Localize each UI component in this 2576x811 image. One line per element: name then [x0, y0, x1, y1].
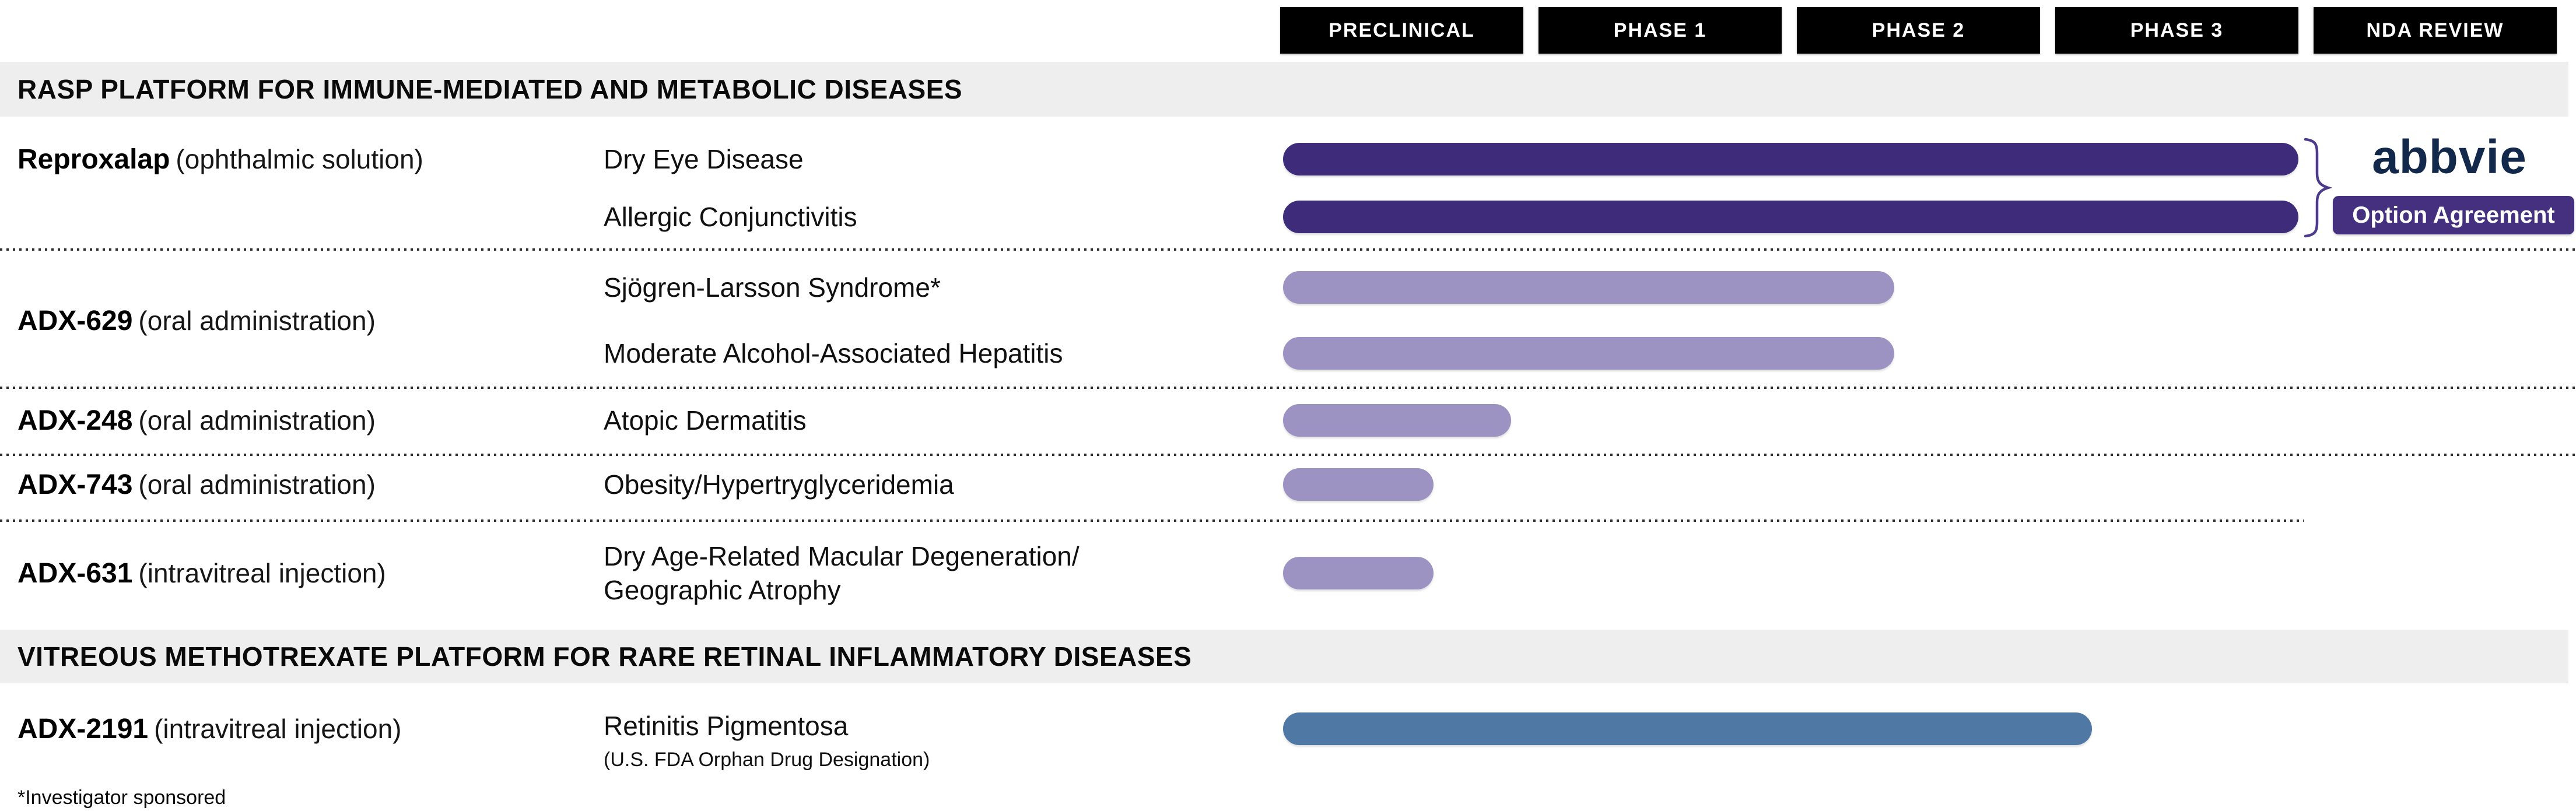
phase-header-nda-review: NDA REVIEW	[2314, 7, 2557, 54]
option-agreement-badge: Option Agreement	[2333, 196, 2574, 234]
row-separator	[0, 519, 2304, 522]
drug-name: ADX-2191	[17, 714, 149, 745]
footnote-investigator-sponsored: *Investigator sponsored	[17, 787, 226, 809]
drug-name: ADX-631	[17, 558, 133, 589]
indication-dry-amd-geographic-atrophy: Dry Age-Related Macular Degeneration/ Ge…	[604, 541, 1080, 605]
program-adx-248: ADX-248 (oral administration)	[17, 404, 376, 437]
indication-obesity-hypertryglyceridemia: Obesity/Hypertryglyceridemia	[604, 469, 954, 500]
drug-route: (intravitreal injection)	[154, 714, 402, 744]
pipeline-bar-atopic-dermatitis	[1283, 404, 1512, 437]
indication-allergic-conjunctivitis: Allergic Conjunctivitis	[604, 202, 857, 232]
row-separator	[0, 454, 2576, 456]
pipeline-bar-sjogren-larsson	[1283, 271, 1894, 304]
row-separator	[0, 387, 2576, 389]
drug-route: (oral administration)	[138, 405, 376, 436]
drug-name: ADX-248	[17, 405, 133, 436]
drug-name: ADX-629	[17, 306, 133, 336]
pipeline-bar-alcohol-hepatitis	[1283, 337, 1894, 370]
indication-sjogren-larsson: Sjögren-Larsson Syndrome*	[604, 272, 941, 303]
program-adx-629: ADX-629 (oral administration)	[17, 304, 376, 338]
pipeline-bar-dry-eye-disease	[1283, 143, 2298, 175]
program-adx-2191: ADX-2191 (intravitreal injection)	[17, 712, 402, 746]
indication-dry-eye-disease: Dry Eye Disease	[604, 144, 804, 174]
phase-header-phase3: PHASE 3	[2055, 7, 2298, 54]
abbvie-logo: abbvie	[2372, 131, 2527, 184]
drug-route: (ophthalmic solution)	[176, 144, 423, 174]
indication-alcohol-hepatitis: Moderate Alcohol-Associated Hepatitis	[604, 338, 1063, 368]
brace-connector-icon	[2302, 137, 2333, 241]
section-band-rasp: RASP PLATFORM FOR IMMUNE-MEDIATED AND ME…	[0, 62, 2568, 117]
pipeline-bar-obesity	[1283, 468, 1434, 501]
phase-header-phase2: PHASE 2	[1797, 7, 2040, 54]
row-separator	[0, 248, 2576, 251]
drug-route: (oral administration)	[138, 306, 376, 336]
program-adx-743: ADX-743 (oral administration)	[17, 468, 376, 501]
phase-header-phase1: PHASE 1	[1538, 7, 1782, 54]
section-band-vitreous-methotrexate: VITREOUS METHOTREXATE PLATFORM FOR RARE …	[0, 630, 2568, 683]
indication-atopic-dermatitis: Atopic Dermatitis	[604, 405, 807, 436]
program-adx-631: ADX-631 (intravitreal injection)	[17, 557, 386, 590]
orphan-drug-designation-note: (U.S. FDA Orphan Drug Designation)	[604, 749, 930, 771]
drug-route: (oral administration)	[138, 469, 376, 500]
pipeline-bar-allergic-conjunctivitis	[1283, 201, 2298, 233]
section-title-vitreous-methotrexate: VITREOUS METHOTREXATE PLATFORM FOR RARE …	[17, 641, 1192, 672]
phase-header-preclinical: PRECLINICAL	[1280, 7, 1523, 54]
drug-name: ADX-743	[17, 469, 133, 500]
section-title-rasp: RASP PLATFORM FOR IMMUNE-MEDIATED AND ME…	[17, 74, 963, 104]
drug-name: Reproxalap	[17, 144, 170, 175]
pipeline-bar-dry-amd	[1283, 557, 1434, 589]
pipeline-bar-retinitis-pigmentosa	[1283, 712, 2092, 745]
indication-retinitis-pigmentosa: Retinitis Pigmentosa	[604, 711, 849, 741]
drug-route: (intravitreal injection)	[138, 558, 386, 588]
program-reproxalap: Reproxalap (ophthalmic solution)	[17, 143, 423, 176]
